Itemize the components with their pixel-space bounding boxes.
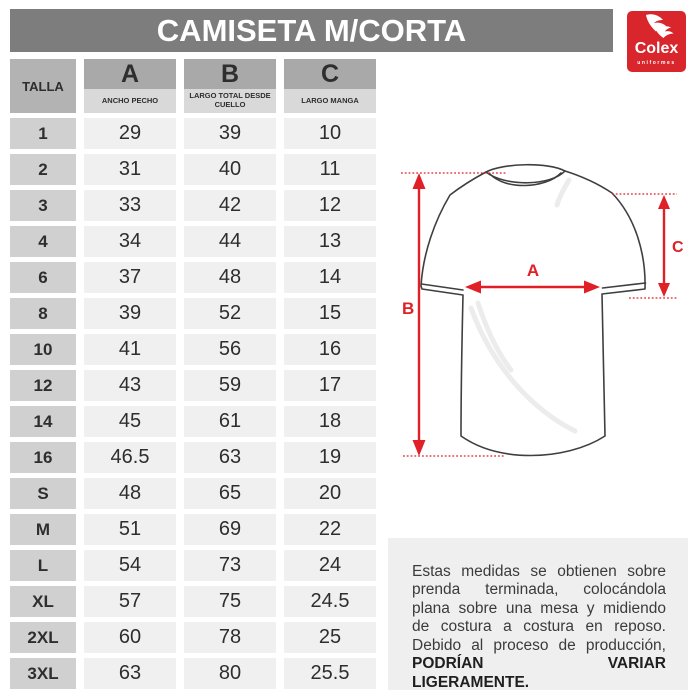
brand-tagline: uniformes (637, 60, 676, 66)
measurement-value: 41 (84, 334, 176, 365)
measurement-value: 48 (84, 478, 176, 509)
measurement-value: 51 (84, 514, 176, 545)
measurement-value: 63 (84, 658, 176, 689)
size-label: 16 (10, 442, 76, 473)
measurement-value: 11 (284, 154, 376, 185)
size-label: 4 (10, 226, 76, 257)
measurement-value: 63 (184, 442, 276, 473)
measure-c-arrow (612, 193, 677, 299)
measurement-value: 44 (184, 226, 276, 257)
measurement-value: 42 (184, 190, 276, 221)
column-sublabel-b: LARGO TOTAL DESDE CUELLO (184, 89, 276, 113)
measurement-value: 33 (84, 190, 176, 221)
measurement-value: 54 (84, 550, 176, 581)
measurement-value: 52 (184, 298, 276, 329)
note-body: Estas medidas se obtienen sobre prenda t… (412, 563, 666, 654)
measurement-value: 13 (284, 226, 376, 257)
measure-b-arrow (401, 172, 507, 457)
measurement-note-text: Estas medidas se obtienen sobre prenda t… (412, 563, 666, 692)
brand-logo: Colex uniformes (627, 11, 686, 72)
measurement-value: 45 (84, 406, 176, 437)
measurement-value: 29 (84, 118, 176, 149)
size-label: 6 (10, 262, 76, 293)
column-letter-c: C (284, 59, 376, 89)
measurement-value: 61 (184, 406, 276, 437)
measurement-value: 59 (184, 370, 276, 401)
measurement-value: 69 (184, 514, 276, 545)
measurement-value: 39 (184, 118, 276, 149)
measurement-value: 18 (284, 406, 376, 437)
measurement-value: 10 (284, 118, 376, 149)
measurement-value: 48 (184, 262, 276, 293)
page-title: CAMISETA M/CORTA (156, 12, 467, 48)
note-emphasis: PODRÍAN VARIAR LIGERAMENTE. (412, 655, 666, 691)
measurement-value: 56 (184, 334, 276, 365)
size-label: 10 (10, 334, 76, 365)
measure-b-label: B (402, 299, 414, 318)
measurement-value: 39 (84, 298, 176, 329)
measure-a-arrow (465, 280, 600, 294)
tshirt-fold-shading (468, 177, 578, 434)
measurement-value: 60 (84, 622, 176, 653)
measurement-value: 43 (84, 370, 176, 401)
column-header-talla: TALLA (10, 59, 76, 113)
size-table: TALLA A ANCHO PECHO B LARGO TOTAL DESDE … (10, 59, 376, 689)
size-label: 2XL (10, 622, 76, 653)
measurement-value: 25 (284, 622, 376, 653)
measure-c-label: C (672, 239, 684, 256)
measurement-value: 31 (84, 154, 176, 185)
measurement-value: 75 (184, 586, 276, 617)
measurement-value: 16 (284, 334, 376, 365)
measurement-value: 12 (284, 190, 376, 221)
size-label: XL (10, 586, 76, 617)
measurement-value: 24 (284, 550, 376, 581)
measurement-value: 57 (84, 586, 176, 617)
measurement-value: 34 (84, 226, 176, 257)
measure-a-label: A (527, 261, 539, 280)
column-letter-a: A (84, 59, 176, 89)
size-label: 2 (10, 154, 76, 185)
brand-name: Colex (634, 40, 679, 57)
measurement-value: 78 (184, 622, 276, 653)
size-label: M (10, 514, 76, 545)
measurement-value: 17 (284, 370, 376, 401)
measurement-note-panel: Estas medidas se obtienen sobre prenda t… (388, 538, 688, 692)
measurement-value: 73 (184, 550, 276, 581)
measurement-value: 80 (184, 658, 276, 689)
measurement-value: 40 (184, 154, 276, 185)
bird-wings-icon (646, 14, 674, 38)
size-label: L (10, 550, 76, 581)
tshirt-measurement-diagram: B A C (401, 163, 684, 457)
size-label: 12 (10, 370, 76, 401)
measurement-value: 20 (284, 478, 376, 509)
measurement-value: 25.5 (284, 658, 376, 689)
size-label: 3XL (10, 658, 76, 689)
size-label: S (10, 478, 76, 509)
size-label: 3 (10, 190, 76, 221)
size-label: 14 (10, 406, 76, 437)
column-header-a: A ANCHO PECHO (84, 59, 176, 113)
column-sublabel-a: ANCHO PECHO (84, 89, 176, 113)
measurement-value: 15 (284, 298, 376, 329)
measurement-value: 19 (284, 442, 376, 473)
column-letter-b: B (184, 59, 276, 89)
measurement-value: 46.5 (84, 442, 176, 473)
tshirt-outline (420, 163, 647, 457)
column-sublabel-c: LARGO MANGA (284, 89, 376, 113)
size-label: 8 (10, 298, 76, 329)
title-bar: CAMISETA M/CORTA (10, 9, 613, 52)
measurement-value: 37 (84, 262, 176, 293)
size-label: 1 (10, 118, 76, 149)
column-header-b: B LARGO TOTAL DESDE CUELLO (184, 59, 276, 113)
measurement-value: 14 (284, 262, 376, 293)
measurement-value: 65 (184, 478, 276, 509)
measurement-value: 24.5 (284, 586, 376, 617)
column-header-c: C LARGO MANGA (284, 59, 376, 113)
measurement-value: 22 (284, 514, 376, 545)
